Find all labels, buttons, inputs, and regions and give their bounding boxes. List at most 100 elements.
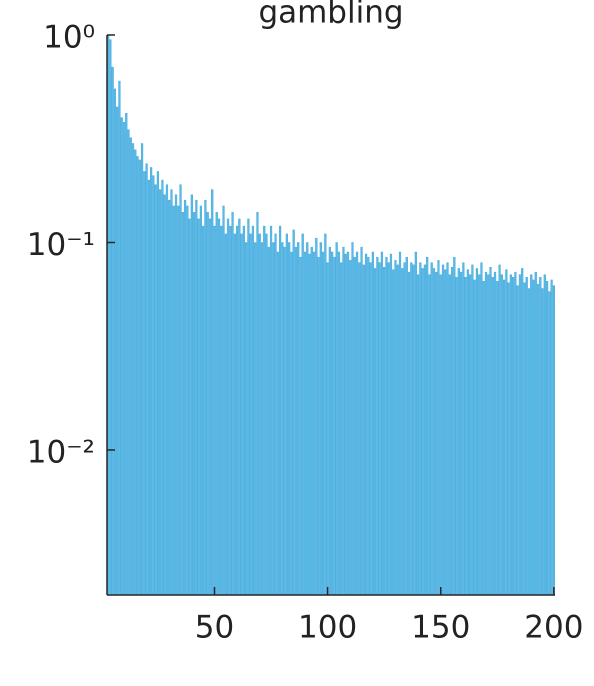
x-tick-label: 150 — [411, 610, 470, 646]
bar — [514, 271, 517, 596]
bar — [224, 233, 227, 596]
bar — [251, 225, 255, 596]
bar — [159, 189, 162, 596]
bar — [448, 274, 451, 596]
bar — [226, 218, 230, 596]
bar — [297, 242, 300, 596]
bar — [466, 269, 469, 596]
bar — [518, 274, 522, 596]
bar — [383, 267, 386, 596]
bar — [548, 291, 551, 596]
bar — [473, 279, 476, 596]
bar — [430, 262, 433, 596]
x-tick-label: 100 — [298, 610, 357, 646]
bar — [306, 242, 309, 596]
bar — [161, 179, 164, 596]
bar — [220, 225, 223, 596]
bar — [231, 211, 234, 596]
bar — [344, 253, 347, 596]
bar — [278, 225, 282, 596]
bar — [527, 288, 531, 596]
bar — [274, 233, 277, 596]
bar — [475, 268, 479, 596]
bar — [398, 251, 402, 596]
bar — [321, 251, 325, 596]
x-tick-label: 200 — [524, 610, 583, 646]
bar — [457, 268, 460, 596]
bar — [301, 233, 304, 596]
bar — [496, 281, 499, 596]
bar — [206, 211, 209, 596]
bar — [349, 260, 352, 596]
bar — [215, 211, 218, 596]
bar — [423, 264, 427, 596]
bar — [441, 264, 445, 596]
bar — [444, 269, 447, 596]
bar — [269, 225, 273, 596]
bar — [310, 246, 313, 596]
bar — [299, 256, 302, 596]
bar — [403, 262, 406, 596]
chart-title: gambling — [258, 0, 403, 31]
bar — [534, 271, 537, 596]
bar — [407, 271, 411, 596]
bar — [118, 80, 121, 596]
bar — [525, 277, 528, 596]
bar — [152, 175, 155, 596]
bar — [211, 189, 214, 596]
bar — [401, 268, 404, 596]
bar — [150, 167, 153, 596]
bar — [143, 171, 146, 596]
bar — [340, 262, 343, 596]
bar — [358, 262, 361, 596]
bar — [177, 205, 180, 596]
bar — [389, 253, 393, 596]
bar — [233, 233, 236, 596]
bar — [122, 121, 126, 596]
bar — [116, 106, 119, 596]
bar — [285, 233, 288, 596]
bar — [396, 264, 399, 596]
bar — [532, 279, 535, 596]
bar — [432, 268, 436, 596]
bar — [170, 189, 173, 596]
bar — [353, 256, 356, 596]
bar — [317, 256, 320, 596]
bar — [202, 225, 205, 596]
bar — [505, 269, 508, 596]
y-tick-label: 10⁻² — [27, 434, 95, 470]
bar — [165, 184, 169, 596]
bar — [331, 251, 334, 596]
bar — [281, 242, 284, 596]
bar — [245, 242, 248, 596]
bar — [502, 279, 506, 596]
x-tick-label: 50 — [195, 610, 234, 646]
bar — [489, 267, 492, 596]
bar — [421, 268, 424, 596]
bar — [129, 137, 132, 596]
bar — [360, 246, 363, 596]
bar — [186, 205, 189, 596]
bar — [136, 156, 139, 596]
bar — [530, 274, 533, 596]
bar — [541, 288, 544, 596]
bar — [154, 184, 157, 596]
bar — [509, 274, 512, 596]
bar — [195, 199, 198, 596]
bar — [197, 218, 200, 596]
bar — [385, 256, 388, 596]
bar — [346, 251, 350, 596]
bar — [545, 281, 549, 596]
bar — [333, 256, 336, 596]
bar — [326, 262, 329, 596]
bar — [459, 271, 463, 596]
bar — [498, 264, 501, 596]
bar — [127, 129, 130, 596]
bar — [337, 251, 341, 596]
bar — [376, 256, 379, 596]
bar — [392, 269, 395, 596]
bar — [283, 246, 286, 596]
bar — [213, 225, 216, 596]
bar — [183, 199, 187, 596]
